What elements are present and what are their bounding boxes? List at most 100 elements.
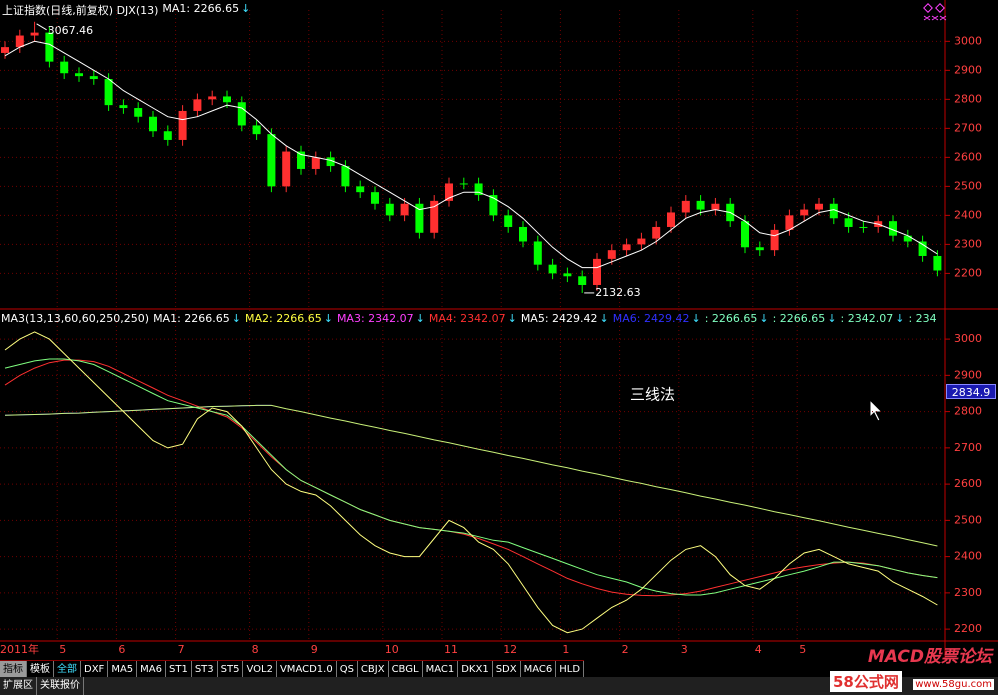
y-tick-label: 2200 — [954, 266, 982, 279]
y-tick-label: 2500 — [954, 513, 982, 526]
y-tick-label: 2800 — [954, 92, 982, 105]
x-tick-label: 10 — [385, 643, 399, 656]
candle-body — [933, 255, 942, 271]
candle-body — [297, 151, 305, 169]
candle-body — [267, 134, 276, 187]
toolbar-tab[interactable]: 扩展区 — [0, 677, 37, 695]
candle-body — [341, 166, 350, 187]
legend-item: : 2342.07 — [840, 312, 894, 325]
watermark: MACD股票论坛 58公式网 www.58gu.com — [826, 640, 998, 695]
toolbar-tab[interactable]: DXF — [81, 661, 109, 678]
legend-item: MA6: 2429.42 — [612, 312, 690, 325]
x-tick-label: 9 — [311, 643, 318, 656]
candle-body — [741, 221, 749, 248]
legend-item: MA4: 2342.07 — [428, 312, 506, 325]
toolbar-tab[interactable]: ST3 — [192, 661, 218, 678]
toolbar-tab[interactable]: CBGL — [389, 661, 423, 678]
toolbar-tab[interactable]: QS — [337, 661, 358, 678]
header-title: 上证指数(日线,前复权) DJX(13) — [2, 4, 159, 17]
candle-body — [134, 108, 143, 117]
toolbar-tab[interactable]: MA5 — [108, 661, 138, 678]
candle-body — [282, 151, 291, 187]
candle-body — [223, 96, 231, 103]
candle-body — [30, 32, 39, 36]
candle-body — [681, 200, 690, 213]
candle-body — [163, 131, 172, 140]
indicator-toolbar: 指标 模板 全部 DXF MA5 MA6 ST1 ST3 ST5 VOL2 VMACD1.0 QS CB… — [0, 660, 585, 678]
candle-body — [400, 203, 409, 216]
toolbar-tab[interactable]: 指标 — [0, 661, 27, 678]
y-tick-label: 3000 — [954, 34, 982, 47]
candle-body — [208, 96, 217, 100]
y-tick-label: 2500 — [954, 179, 982, 192]
candle-body — [149, 116, 157, 132]
annotation: 三线法 — [630, 386, 675, 404]
candle-body — [711, 203, 720, 210]
toolbar-tab[interactable]: ST5 — [218, 661, 244, 678]
x-tick-label: 8 — [252, 643, 259, 656]
legend-arrow: ↓ — [759, 312, 769, 325]
candle-body — [104, 79, 113, 106]
x-tick-label: 5 — [799, 643, 806, 656]
x-tick-label: 2 — [622, 643, 629, 656]
high-label: 3067.46 — [48, 24, 94, 37]
candle-body — [667, 212, 675, 227]
y-tick-label: 3000 — [954, 332, 982, 345]
legend-arrow: ↓ — [231, 312, 241, 325]
candle-body — [563, 273, 572, 277]
candle-body — [385, 203, 394, 216]
toolbar-tab[interactable]: 全部 — [54, 661, 81, 678]
candle-body — [859, 226, 868, 228]
toolbar-tab[interactable]: MAC1 — [423, 661, 459, 678]
x-tick-label: 5 — [59, 643, 66, 656]
x-tick-label: 4 — [755, 643, 762, 656]
y-tick-label: 2700 — [954, 441, 982, 454]
x-tick-label: 12 — [503, 643, 517, 656]
candle-body — [252, 125, 261, 135]
y-tick-label: 2700 — [954, 121, 982, 134]
toolbar-tab[interactable]: MA6 — [137, 661, 166, 678]
legend-item: : 234 — [908, 312, 937, 325]
watermark-title: MACD股票论坛 — [867, 647, 992, 667]
candle-body — [415, 203, 424, 233]
toolbar-tab[interactable]: VOL2 — [243, 661, 277, 678]
toolbar-tab[interactable]: HLD — [556, 661, 585, 678]
window-icons — [923, 3, 947, 21]
x-tick-label: 6 — [118, 643, 125, 656]
candle-body — [622, 244, 631, 251]
candle-body — [578, 276, 587, 285]
series-line — [4, 404, 938, 547]
toolbar-tab[interactable]: 模板 — [27, 661, 54, 678]
toolbar-tab[interactable]: VMACD1.0 — [277, 661, 337, 678]
candle-body — [445, 183, 453, 201]
legend-arrow: ↓ — [827, 312, 837, 325]
toolbar-tab[interactable]: ST1 — [166, 661, 192, 678]
y-tick-label: 2400 — [954, 550, 982, 563]
legend-arrow: ↓ — [895, 312, 905, 325]
candle-body — [45, 32, 54, 62]
candle-body — [815, 203, 823, 210]
candle-body — [533, 241, 542, 265]
y-tick-label: 2200 — [954, 622, 982, 635]
toolbar-tab[interactable]: 关联报价 — [37, 677, 84, 695]
y-tick-label: 2900 — [954, 63, 982, 76]
toolbar-tab[interactable]: SDX — [493, 661, 521, 678]
low-label: 2132.63 — [595, 286, 641, 299]
legend-item: : 2266.65 — [704, 312, 758, 325]
candle-body — [548, 264, 557, 274]
toolbar-tab[interactable]: DKX1 — [458, 661, 493, 678]
candle-body — [89, 76, 98, 80]
legend-arrow: ↓ — [507, 312, 517, 325]
candle-body — [637, 238, 646, 245]
candle-body — [889, 221, 897, 236]
candle-body — [800, 209, 809, 216]
high-pointer — [36, 23, 47, 31]
cursor-value: 2834.9 — [946, 384, 996, 399]
legend-item: MA3(13,13,60,60,250,250) — [1, 312, 150, 325]
series-line — [4, 40, 938, 269]
toolbar-tab[interactable]: MAC6 — [521, 661, 557, 678]
candle-body — [474, 183, 483, 196]
toolbar-tab[interactable]: CBJX — [358, 661, 389, 678]
legend-arrow: ↓ — [599, 312, 609, 325]
